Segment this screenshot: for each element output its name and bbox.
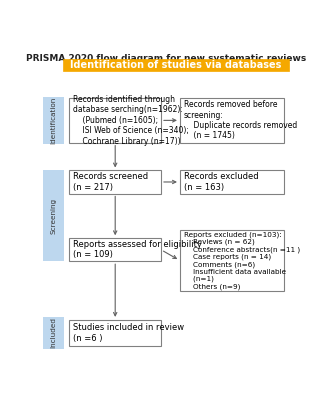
FancyBboxPatch shape <box>180 98 284 143</box>
Text: PRISMA 2020 flow diagram for new systematic reviews: PRISMA 2020 flow diagram for new systema… <box>26 54 306 62</box>
Text: Reports excluded (n=103):
    Reviews (n = 62)
    Conference abstracts(n =11 )
: Reports excluded (n=103): Reviews (n = 6… <box>184 231 300 290</box>
FancyBboxPatch shape <box>69 320 161 346</box>
FancyBboxPatch shape <box>180 170 284 194</box>
Text: Records excluded
(n = 163): Records excluded (n = 163) <box>184 172 258 192</box>
FancyBboxPatch shape <box>63 59 289 71</box>
Text: Included: Included <box>51 318 57 348</box>
FancyBboxPatch shape <box>43 317 64 349</box>
Text: Screening: Screening <box>51 198 57 234</box>
Text: Studies included in review
(n =6 ): Studies included in review (n =6 ) <box>73 323 184 342</box>
FancyBboxPatch shape <box>43 170 64 261</box>
Text: Records screened
(n = 217): Records screened (n = 217) <box>73 172 148 192</box>
FancyBboxPatch shape <box>180 230 284 291</box>
Text: Records removed before
screening:
    Duplicate records removed
    (n = 1745): Records removed before screening: Duplic… <box>184 100 297 140</box>
Text: Identification of studies via databases: Identification of studies via databases <box>70 60 282 70</box>
Text: Records identified through
database serching(n=1962):
    (Pubmed (n=1605);
    : Records identified through database serc… <box>73 95 189 146</box>
Text: Reports assessed for eligibility
(n = 109): Reports assessed for eligibility (n = 10… <box>73 240 202 260</box>
FancyBboxPatch shape <box>69 98 161 143</box>
FancyBboxPatch shape <box>69 170 161 194</box>
Text: Identification: Identification <box>51 97 57 144</box>
FancyBboxPatch shape <box>69 238 161 261</box>
FancyBboxPatch shape <box>43 96 64 144</box>
